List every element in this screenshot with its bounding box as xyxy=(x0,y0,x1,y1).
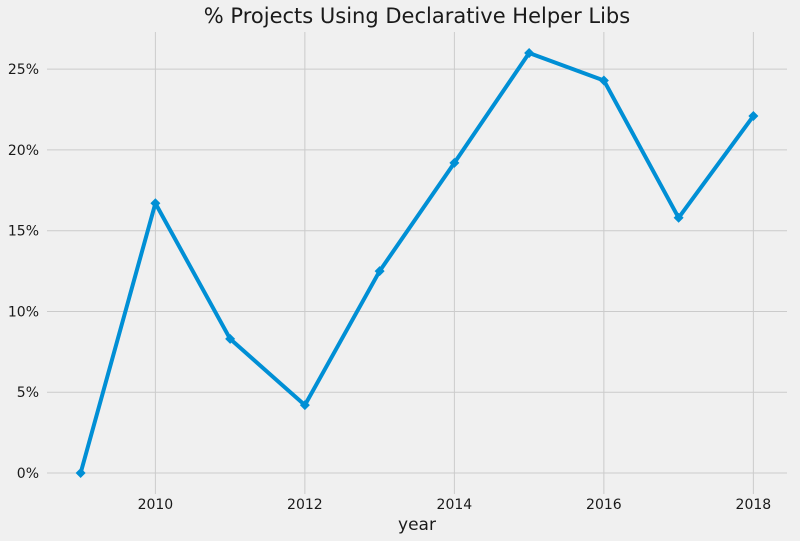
y-tick-label: 5% xyxy=(17,385,39,401)
data-point xyxy=(524,48,535,58)
grid xyxy=(47,32,787,494)
series-line xyxy=(78,51,756,475)
x-tick-label: 2018 xyxy=(736,497,772,513)
data-point xyxy=(598,75,609,86)
x-tick-label: 2010 xyxy=(138,497,174,513)
chart-title: % Projects Using Declarative Helper Libs xyxy=(204,4,630,28)
x-tick-label: 2014 xyxy=(437,497,473,513)
data-point xyxy=(75,468,86,478)
data-point xyxy=(150,198,161,209)
data-point xyxy=(374,266,385,277)
x-axis-label: year xyxy=(398,515,436,535)
series-layer xyxy=(75,48,759,478)
y-tick-label: 25% xyxy=(8,62,39,78)
data-point xyxy=(449,157,460,168)
x-tick-label: 2016 xyxy=(586,497,622,513)
data-point xyxy=(225,333,236,344)
y-tick-label: 15% xyxy=(8,224,39,240)
y-tick-label: 0% xyxy=(17,466,39,482)
y-tick-label: 10% xyxy=(8,304,39,320)
y-axis-ticks: 0% 5% 10% 15% 20% 25% xyxy=(8,62,39,482)
data-point xyxy=(748,111,759,121)
data-point xyxy=(299,400,310,411)
data-point xyxy=(673,212,684,223)
y-tick-label: 20% xyxy=(8,143,39,159)
x-tick-label: 2012 xyxy=(287,497,323,513)
x-axis-ticks: 2010 2012 2014 2016 2018 xyxy=(138,497,772,513)
